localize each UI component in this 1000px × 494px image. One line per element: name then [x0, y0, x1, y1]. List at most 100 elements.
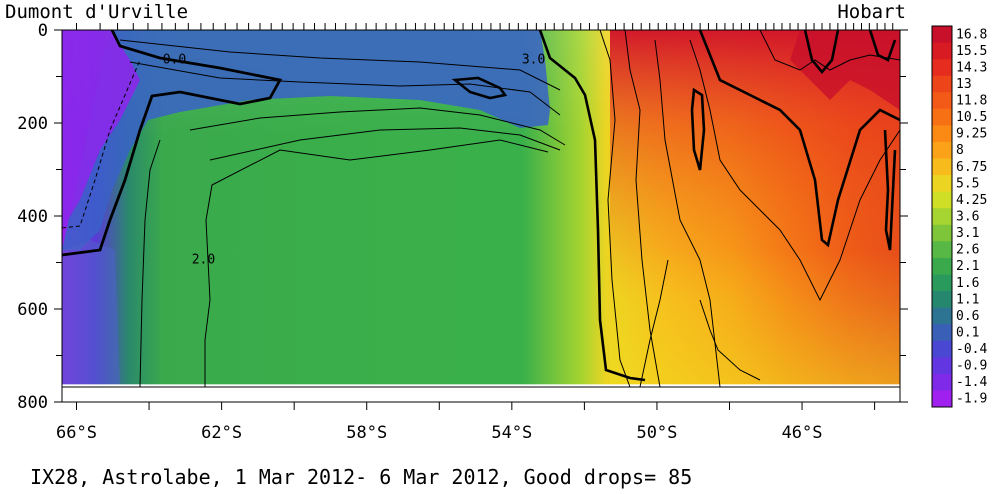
colorbar-frame [931, 25, 953, 408]
colorbar-label: 8 [956, 143, 964, 158]
colorbar-swatch [932, 191, 952, 209]
x-tick-label: 54°S [491, 423, 532, 443]
colorbar-label: 6.75 [956, 160, 987, 175]
colorbar-swatch [932, 357, 952, 375]
y-tick-label: 200 [17, 114, 48, 134]
colorbar-swatch [932, 373, 952, 391]
y-tick-label: 800 [17, 393, 48, 413]
contour-mid-b [209, 127, 561, 161]
colorbar-swatch [932, 340, 952, 358]
contour-warm-lens [690, 87, 706, 171]
colorbar-swatch [932, 324, 952, 342]
colorbar-swatch [932, 59, 952, 77]
contour-warm-right [868, 30, 897, 62]
colorbar-label: 3.6 [956, 210, 979, 225]
colorbar-label: 9.25 [956, 127, 987, 142]
colorbar-label: 2.1 [956, 259, 979, 274]
colorbar-swatch [932, 26, 952, 44]
colorbar-swatch [932, 92, 952, 110]
y-tick-label: 400 [17, 207, 48, 227]
contour-deep-2 [699, 299, 761, 381]
colorbar-label: -0.4 [956, 342, 987, 357]
colorbar-label: 11.8 [956, 94, 987, 109]
colorbar-label: 1.6 [956, 276, 979, 291]
contour-warm-1 [689, 39, 900, 302]
contour-three [538, 30, 646, 382]
blue-deep-left [62, 240, 120, 387]
colorbar-label: -1.9 [956, 392, 987, 407]
contour-warm-core [803, 30, 840, 75]
contour-labels: 0.0 3.0 2.0 [163, 52, 546, 267]
colorbar-label: 0.6 [956, 309, 979, 324]
contour-lines [62, 30, 900, 387]
contour-zero [62, 30, 283, 257]
colorbar-label: 10.5 [956, 110, 987, 125]
colorbar-swatch [932, 42, 952, 60]
colorbar-label: 14.3 [956, 60, 987, 75]
colorbar-swatch [932, 175, 952, 193]
contour-label: 0.0 [163, 52, 186, 67]
x-tick-label: 62°S [201, 423, 242, 443]
colorbar-label: 13 [956, 77, 972, 92]
contour-warm-3 [759, 30, 900, 71]
contour-label: 3.0 [522, 52, 545, 67]
colorbar-label: 5.5 [956, 176, 979, 191]
contour-front-3 [654, 39, 721, 387]
colorbar-label: 3.1 [956, 226, 979, 241]
contour-label: 2.0 [192, 252, 215, 267]
x-tick-label: 58°S [346, 423, 387, 443]
colorbar-label: 15.5 [956, 44, 987, 59]
plot-frame [61, 29, 901, 388]
colorbar-label: 16.8 [956, 27, 987, 42]
station-left-label: Dumont d'Urville [5, 1, 188, 23]
colorbar-label: -0.9 [956, 359, 987, 374]
colorbar-swatch [932, 257, 952, 275]
contour-two [204, 139, 549, 387]
y-tick-label: 0 [38, 21, 48, 41]
contour-deep-1 [639, 259, 669, 387]
contour-zero-dashed [62, 59, 141, 229]
colorbar-swatch [932, 158, 952, 176]
colorbar-swatch [932, 274, 952, 292]
colorbar-swatches [931, 25, 953, 408]
y-tick-label: 600 [17, 300, 48, 320]
colorbar-swatch [932, 291, 952, 309]
drop-position-ticks [76, 23, 894, 30]
contour-front-1 [599, 30, 631, 387]
contour-two-left [139, 139, 161, 387]
colorbar-swatch [932, 390, 952, 408]
contour-mid-a [189, 107, 566, 146]
colorbar-swatch [932, 108, 952, 126]
contour-front-2 [624, 30, 661, 387]
x-tick-label: 66°S [56, 423, 97, 443]
colorbar-swatch [932, 307, 952, 325]
x-tick-label: 50°S [636, 423, 677, 443]
coldest-corner [62, 30, 140, 230]
y-axis: 0 200 400 600 800 [17, 21, 908, 413]
colorbar-swatch [932, 224, 952, 242]
contour-upper-a [119, 39, 561, 91]
colorbar-swatch [932, 141, 952, 160]
warm-core [790, 30, 900, 110]
colorbar-label: 2.6 [956, 243, 979, 258]
contour-warm-2 [698, 30, 900, 248]
colorbar: 16.8 15.514.3 13 11.810.5 9.258 6.755.5 4.25 3.… [931, 25, 987, 408]
colorbar-labels: 16.8 15.514.3 13 11.810.5 9.258 6.755.5 4.25 3.… [956, 27, 987, 406]
x-tick-label: 46°S [782, 423, 823, 443]
caption: IX28, Astrolabe, 1 Mar 2012- 6 Mar 2012,… [30, 465, 692, 489]
colorbar-label: 4.25 [956, 193, 987, 208]
x-axis: 66°S 62°S 58°S 54°S 50°S 46°S [56, 402, 876, 443]
temperature-field [62, 30, 900, 387]
colorbar-swatch [932, 241, 952, 259]
station-right-label: Hobart [837, 1, 906, 23]
colorbar-label: 0.1 [956, 325, 979, 340]
contour-zero-lens [451, 76, 508, 100]
colorbar-swatch [932, 125, 952, 143]
colorbar-swatch [932, 75, 952, 93]
contour-deep-right [883, 129, 897, 251]
no-data-region [62, 384, 900, 402]
colorbar-label: 1.1 [956, 292, 979, 307]
colorbar-swatch [932, 208, 952, 226]
colorbar-label: -1.4 [956, 375, 987, 390]
